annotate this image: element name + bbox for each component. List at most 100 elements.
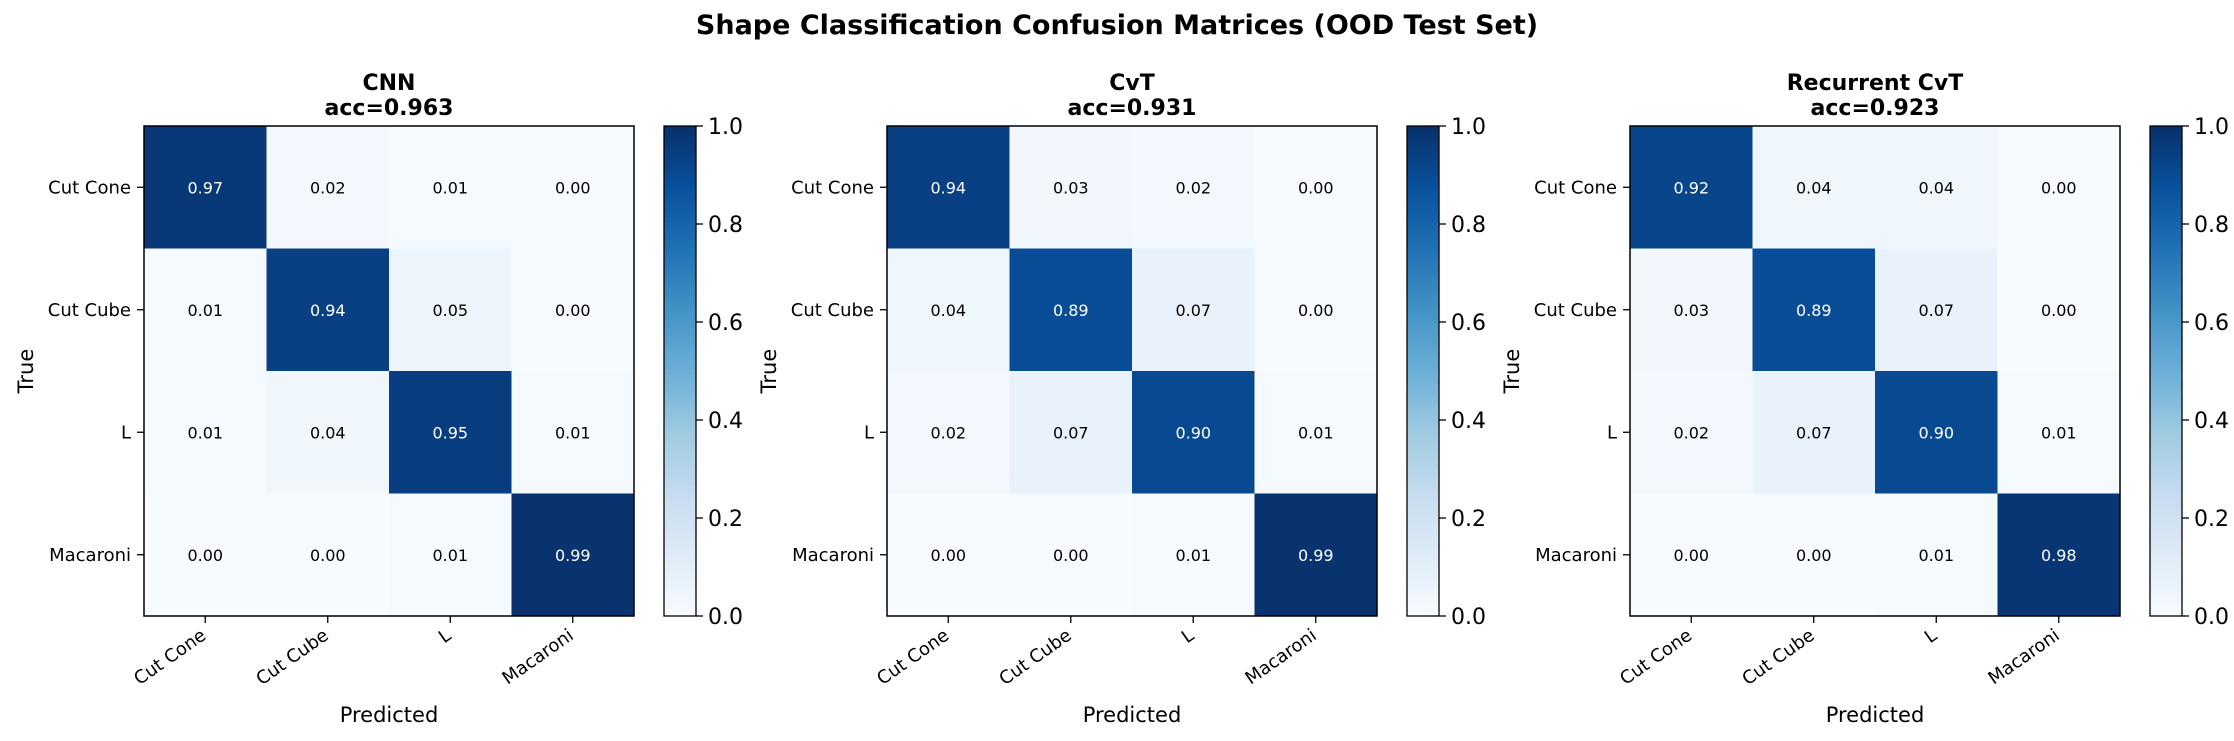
heatmap-cell bbox=[511, 126, 634, 249]
heatmap-cell bbox=[1132, 248, 1255, 371]
heatmap-cell bbox=[1875, 493, 1998, 616]
cell-value-label: 0.94 bbox=[310, 301, 346, 320]
x-tick-label: L bbox=[1178, 625, 1198, 648]
colorbar-tick-label: 1.0 bbox=[708, 115, 743, 140]
cell-value-label: 0.07 bbox=[1796, 423, 1832, 442]
x-tick-label: Cut Cube bbox=[252, 625, 332, 690]
cell-value-label: 0.01 bbox=[432, 178, 468, 197]
x-tick-label: Cut Cube bbox=[995, 625, 1075, 690]
heatmap-cell bbox=[144, 371, 267, 494]
x-tick-label: L bbox=[435, 625, 455, 648]
cell-value-label: 0.01 bbox=[1175, 546, 1211, 565]
heatmap-cell bbox=[511, 371, 634, 494]
x-tick-label: Cut Cone bbox=[1616, 625, 1696, 690]
colorbar-tick-label: 0.0 bbox=[2194, 605, 2229, 630]
colorbar bbox=[2149, 125, 2183, 617]
cell-value-label: 0.90 bbox=[1175, 423, 1211, 442]
cell-value-label: 0.07 bbox=[1175, 301, 1211, 320]
x-tick-label: Macaroni bbox=[498, 625, 577, 689]
heatmap-cell bbox=[887, 371, 1010, 494]
cell-value-label: 0.02 bbox=[310, 178, 346, 197]
cell-value-label: 0.92 bbox=[1673, 178, 1709, 197]
x-tick-label: L bbox=[1921, 625, 1941, 648]
y-tick-label: Macaroni bbox=[49, 545, 131, 566]
colorbar-tick-label: 0.2 bbox=[2194, 507, 2229, 532]
cell-value-label: 0.01 bbox=[2041, 423, 2077, 442]
y-tick-label: Macaroni bbox=[792, 545, 874, 566]
heatmap-cell bbox=[1630, 248, 1753, 371]
heatmap-cell bbox=[1132, 493, 1255, 616]
cell-value-label: 0.01 bbox=[1918, 546, 1954, 565]
heatmap-cell bbox=[1752, 493, 1875, 616]
colorbar-tick-label: 0.0 bbox=[1451, 605, 1486, 630]
heatmap-cell bbox=[1997, 126, 2120, 249]
cell-value-label: 0.02 bbox=[1175, 178, 1211, 197]
heatmap-cell bbox=[1630, 493, 1753, 616]
y-axis-label: True bbox=[14, 349, 38, 395]
x-axis-label: Predicted bbox=[1826, 703, 1925, 727]
cell-value-label: 0.99 bbox=[1298, 546, 1334, 565]
cell-value-label: 0.00 bbox=[310, 546, 346, 565]
colorbar-tick-label: 0.6 bbox=[2194, 311, 2229, 336]
heatmap-cell bbox=[266, 126, 389, 249]
cell-value-label: 0.04 bbox=[310, 423, 346, 442]
y-axis-label: True bbox=[1500, 349, 1524, 395]
y-tick-label: L bbox=[121, 422, 131, 443]
cell-value-label: 0.04 bbox=[1918, 178, 1954, 197]
colorbar-tick-label: 0.8 bbox=[2194, 213, 2229, 238]
heatmap-cell bbox=[389, 371, 512, 494]
heatmap-cell bbox=[266, 248, 389, 371]
heatmap-cell bbox=[511, 493, 634, 616]
colorbar-tick-label: 0.0 bbox=[708, 605, 743, 630]
colorbar-tick-label: 0.2 bbox=[708, 507, 743, 532]
cell-value-label: 0.00 bbox=[1298, 301, 1334, 320]
heatmap-frame bbox=[143, 125, 635, 617]
cell-value-label: 0.00 bbox=[555, 301, 591, 320]
heatmap-frame bbox=[1629, 125, 2121, 617]
colorbar-tick-label: 0.6 bbox=[708, 311, 743, 336]
cell-value-label: 0.00 bbox=[1298, 178, 1334, 197]
heatmap-cell bbox=[1752, 371, 1875, 494]
cell-value-label: 0.02 bbox=[1673, 423, 1709, 442]
heatmap-cell bbox=[887, 126, 1010, 249]
colorbar-tick-label: 0.2 bbox=[1451, 507, 1486, 532]
colorbar-tick-label: 0.4 bbox=[1451, 409, 1486, 434]
heatmap-cell bbox=[144, 126, 267, 249]
panel-title: Recurrent CvT bbox=[1787, 71, 1964, 96]
cell-value-label: 0.00 bbox=[930, 546, 966, 565]
x-tick-label: Macaroni bbox=[1241, 625, 1320, 689]
panel-subtitle: acc=0.923 bbox=[1811, 96, 1940, 121]
heatmap-cell bbox=[1009, 493, 1132, 616]
cell-value-label: 0.01 bbox=[555, 423, 591, 442]
y-tick-label: Macaroni bbox=[1535, 545, 1617, 566]
cell-value-label: 0.00 bbox=[1796, 546, 1832, 565]
cell-value-label: 0.97 bbox=[187, 178, 223, 197]
colorbar-tick-label: 0.4 bbox=[2194, 409, 2229, 434]
heatmap-cell bbox=[144, 493, 267, 616]
colorbar bbox=[663, 125, 697, 617]
heatmap-cell bbox=[1132, 126, 1255, 249]
y-tick-label: Cut Cube bbox=[48, 300, 131, 321]
colorbar bbox=[1406, 125, 1440, 617]
colorbar-tick-label: 1.0 bbox=[1451, 115, 1486, 140]
y-tick-label: Cut Cone bbox=[791, 177, 874, 198]
heatmap-cell bbox=[1630, 126, 1753, 249]
cell-value-label: 0.05 bbox=[432, 301, 468, 320]
heatmap-frame bbox=[886, 125, 1378, 617]
heatmap-cell bbox=[266, 493, 389, 616]
heatmap-cell bbox=[1875, 371, 1998, 494]
y-tick-label: L bbox=[864, 422, 874, 443]
cell-value-label: 0.03 bbox=[1053, 178, 1089, 197]
cell-value-label: 0.01 bbox=[187, 301, 223, 320]
cell-value-label: 0.03 bbox=[1673, 301, 1709, 320]
cell-value-label: 0.01 bbox=[432, 546, 468, 565]
y-tick-label: Cut Cube bbox=[1534, 300, 1617, 321]
panel-subtitle: acc=0.963 bbox=[325, 96, 454, 121]
heatmap-cell bbox=[1009, 371, 1132, 494]
cell-value-label: 0.00 bbox=[187, 546, 223, 565]
x-tick-label: Cut Cone bbox=[130, 625, 210, 690]
x-axis-label: Predicted bbox=[340, 703, 439, 727]
cell-value-label: 0.02 bbox=[930, 423, 966, 442]
